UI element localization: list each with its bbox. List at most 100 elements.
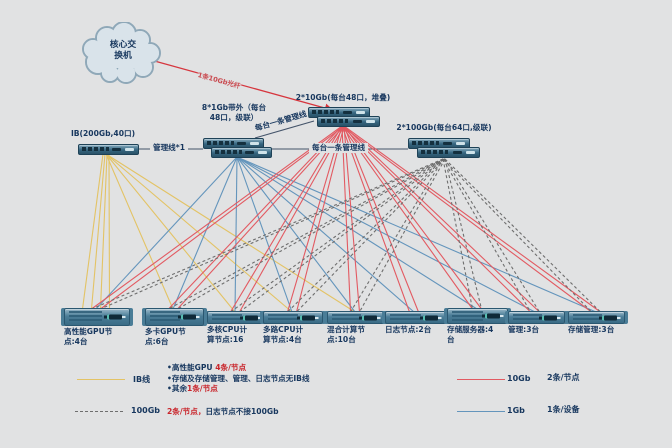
g100-line <box>239 158 446 313</box>
g1-line <box>172 156 238 310</box>
g10-line <box>91 125 343 310</box>
note-red-text: 4条/节点 <box>215 363 247 372</box>
g100-line <box>296 158 446 313</box>
switch-100g-2 <box>417 147 480 158</box>
server-label: 混合计算节 点:10台 <box>327 325 365 344</box>
g100-line <box>359 158 446 313</box>
g100-line <box>442 158 474 310</box>
g1-line <box>236 156 356 313</box>
ib-line <box>108 153 111 310</box>
server-storage <box>447 308 508 324</box>
legend-ib-label: IB线 <box>133 375 151 384</box>
g10-line <box>341 125 531 313</box>
server-gpu-multi <box>145 308 204 326</box>
g1-line <box>236 156 293 313</box>
core-10g-switch-label: 2*10Gb(每台48口，堆叠) <box>295 93 391 102</box>
legend-100gb-note: 2条/节点，日志节点不接100Gb <box>167 406 279 417</box>
server-label: 高性能GPU节 点:4台 <box>64 327 113 346</box>
g1-line <box>236 156 597 313</box>
core-switch-cloud-icon <box>82 22 161 84</box>
g10-line <box>343 125 601 313</box>
fiber-line <box>138 54 334 113</box>
legend-10gb-swatch <box>457 379 505 380</box>
g10-line <box>286 125 343 313</box>
server-mgmt <box>508 311 565 324</box>
g1-line <box>236 156 536 313</box>
ib-line <box>81 153 104 310</box>
mgmt-line-horizontal-label: 每台一条管理线 <box>309 143 369 153</box>
note-red-text: 1条/节点 <box>187 384 218 394</box>
g10-line <box>341 125 352 313</box>
server-hybrid <box>327 311 385 324</box>
ib-line <box>105 153 236 313</box>
server-label: 存储服务器:4 台 <box>447 325 494 344</box>
server-label: 存储管理:3台 <box>568 325 615 334</box>
note-red-text: 2条/节点， <box>167 407 206 416</box>
switch-100g-label: 2*100Gb(每台64口,级联) <box>396 123 492 132</box>
ib-line <box>90 153 106 310</box>
g1-line <box>236 156 478 310</box>
server-label: 多卡GPU节 点:6台 <box>145 327 186 346</box>
legend-1gb-label: 1Gb <box>507 406 525 415</box>
server-cpu-multiway <box>263 311 323 324</box>
note-text: •其余 <box>167 384 188 394</box>
g100-line <box>287 158 444 313</box>
legend-ib-swatch <box>77 379 125 380</box>
g1-line <box>234 156 238 313</box>
g100-line <box>177 158 446 310</box>
core-10g-switch-2 <box>317 116 380 127</box>
legend-1gb-note: 1条/设备 <box>547 405 580 414</box>
legend-ib-notes: •高性能GPU 4条/节点 •存储及存储管理、管理、日志节点无IB线 •其余1条… <box>167 363 310 395</box>
g10-line <box>168 125 343 310</box>
server-log <box>385 311 446 324</box>
g100-line <box>444 158 483 310</box>
g100-line <box>444 158 540 313</box>
g100-line <box>442 158 592 313</box>
mgmt-switch-2 <box>211 147 272 158</box>
ib-switch <box>78 144 139 155</box>
legend-note: •高性能GPU 4条/节点 <box>167 363 310 374</box>
note-text: •存储及存储管理、管理、日志节点无IB线 <box>167 373 310 383</box>
core-switch-label: 核心交 换机 <box>109 40 137 62</box>
g10-line <box>343 125 540 313</box>
server-label: 日志节点:2台 <box>385 325 432 334</box>
legend-1gb-swatch <box>457 411 505 412</box>
g1-line <box>95 156 238 310</box>
legend-note: •其余1条/节点 <box>167 384 310 395</box>
g10-line <box>341 125 592 313</box>
ib-line <box>105 153 356 313</box>
g100-line <box>230 158 444 313</box>
note-text: 日志节点不接100Gb <box>205 407 279 416</box>
g10-line <box>177 125 345 310</box>
g1-line <box>236 156 415 313</box>
server-storage-mgmt <box>568 311 625 324</box>
g10-line <box>239 125 345 313</box>
server-label: 多路CPU计 算节点:4台 <box>263 325 304 344</box>
mgmt-line-x1-label: 管理线*1 <box>150 143 189 153</box>
legend-10gb-label: 10Gb <box>507 374 531 383</box>
legend-note: •存储及存储管理、管理、日志节点无IB线 <box>167 374 310 385</box>
g100-line <box>100 158 446 310</box>
g100-line <box>442 158 531 313</box>
g10-line <box>295 125 345 313</box>
legend-100gb-swatch <box>75 411 123 412</box>
g10-line <box>341 125 411 313</box>
g10-line <box>230 125 343 313</box>
g100-line <box>350 158 444 313</box>
g10-line <box>100 125 345 310</box>
legend-10gb-note: 2条/节点 <box>547 373 580 382</box>
g10-line <box>343 125 361 313</box>
legend-100gb-label: 100Gb <box>131 406 160 415</box>
g100-line <box>444 158 601 313</box>
g100-line <box>91 158 444 310</box>
mgmt-line <box>254 120 315 139</box>
ib-line <box>105 153 293 313</box>
server-cpu-multicore <box>207 311 266 324</box>
note-text: •高性能GPU <box>167 363 216 372</box>
server-label: 多核CPU计 算节点:16 <box>207 325 248 344</box>
g100-line <box>168 158 444 310</box>
server-label: 管理:3台 <box>508 325 540 334</box>
ib-line <box>105 153 174 310</box>
